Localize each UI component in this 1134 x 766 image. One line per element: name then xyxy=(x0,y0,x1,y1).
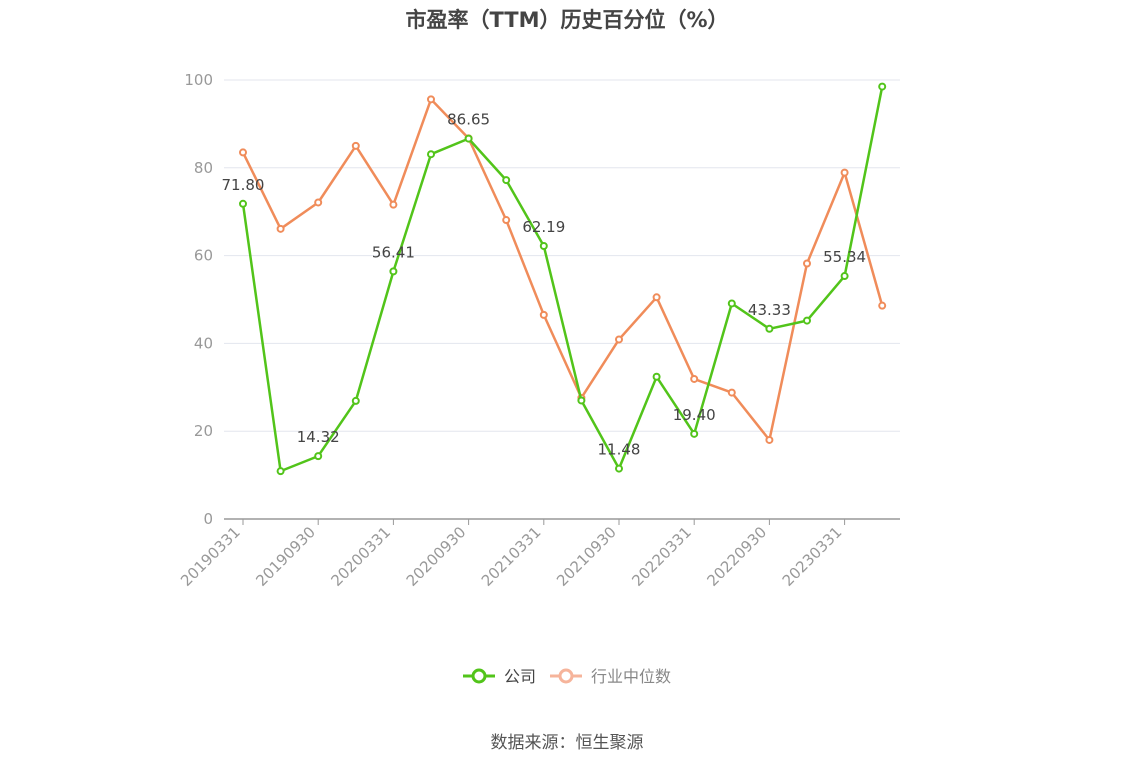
grid-layer xyxy=(224,79,900,432)
data-point-0 xyxy=(690,429,699,438)
data-label: 62.19 xyxy=(522,218,565,236)
chart-title: 市盈率（TTM）历史百分位（%） xyxy=(405,8,729,32)
data-point-1 xyxy=(690,374,699,383)
legend-label: 行业中位数 xyxy=(591,667,671,686)
data-label: 86.65 xyxy=(447,111,490,129)
x-tick-label: 20210331 xyxy=(478,523,545,590)
data-point-0 xyxy=(464,134,473,143)
data-point-0 xyxy=(878,82,887,91)
series-line-0 xyxy=(241,86,884,473)
data-point-0 xyxy=(239,199,247,208)
data-label: 19.40 xyxy=(673,406,716,424)
legend-item-0: 公司 xyxy=(463,667,536,686)
data-point-1 xyxy=(502,216,511,225)
data-label: 14.32 xyxy=(297,428,340,446)
data-point-0 xyxy=(351,396,360,405)
x-tick-label: 20190930 xyxy=(252,523,319,590)
data-label: 43.33 xyxy=(748,301,791,319)
data-point-1 xyxy=(276,224,285,233)
data-point-0 xyxy=(803,316,811,325)
legend-marker xyxy=(558,668,574,684)
series-line-1 xyxy=(241,98,884,442)
x-tick-label: 20220331 xyxy=(628,523,695,590)
legend-item-1: 行业中位数 xyxy=(550,667,671,686)
data-point-1 xyxy=(427,95,435,104)
y-tick-label: 40 xyxy=(194,334,213,352)
data-point-0 xyxy=(765,324,774,333)
x-tick-label: 20210930 xyxy=(553,523,620,590)
data-point-0 xyxy=(427,150,435,159)
legend: 公司 行业中位数 xyxy=(463,667,671,686)
data-point-1 xyxy=(314,198,323,207)
data-point-0 xyxy=(577,396,586,405)
data-point-1 xyxy=(803,259,811,268)
data-label: 11.48 xyxy=(598,441,641,459)
label-layer: 71.80 14.32 56.41 86.65 62.19 11.48 19.40 43.33… xyxy=(222,111,867,459)
data-point-1 xyxy=(615,335,623,344)
data-point-1 xyxy=(539,310,548,319)
x-tick-label: 20190331 xyxy=(177,523,244,590)
legend-label: 公司 xyxy=(504,667,536,686)
data-point-1 xyxy=(765,435,774,444)
data-point-0 xyxy=(840,272,849,281)
data-label: 56.41 xyxy=(372,243,415,261)
data-source-note: 数据来源：恒生聚源 xyxy=(490,733,644,753)
data-label: 55.34 xyxy=(823,248,866,266)
x-tick-label: 20200331 xyxy=(328,523,395,590)
x-tick-label: 20200930 xyxy=(403,523,470,590)
x-tick-label: 20230331 xyxy=(779,523,846,590)
data-point-0 xyxy=(276,467,285,476)
y-tick-label: 100 xyxy=(184,71,213,89)
data-label: 71.80 xyxy=(222,176,265,194)
data-point-1 xyxy=(727,388,736,397)
y-tick-label: 60 xyxy=(194,247,213,265)
y-tick-label: 0 xyxy=(203,510,213,528)
data-point-0 xyxy=(314,452,323,461)
data-point-1 xyxy=(239,148,247,157)
data-point-0 xyxy=(502,176,511,185)
data-point-1 xyxy=(840,168,849,177)
data-point-0 xyxy=(389,267,398,276)
y-tick-label: 20 xyxy=(194,422,213,440)
data-point-0 xyxy=(652,372,661,381)
data-point-1 xyxy=(878,301,887,310)
data-point-1 xyxy=(389,200,398,209)
data-point-0 xyxy=(539,241,548,250)
data-point-1 xyxy=(652,293,661,302)
legend-marker xyxy=(471,668,487,684)
x-tick-label: 20220930 xyxy=(704,523,771,590)
data-point-0 xyxy=(615,464,623,473)
data-point-0 xyxy=(727,299,736,308)
y-tick-label: 80 xyxy=(194,159,213,177)
series-layer xyxy=(239,82,887,476)
data-point-1 xyxy=(351,141,360,150)
